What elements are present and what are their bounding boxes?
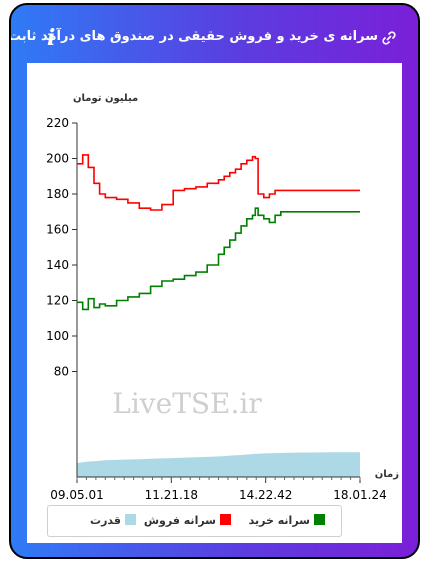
legend-swatch-buy (314, 514, 325, 525)
legend-label-sell: سرانه فروش (143, 514, 216, 527)
legend-item-sell[interactable]: سرانه فروش (144, 514, 231, 527)
info-icon[interactable]: i (47, 25, 56, 51)
y-tick-label: 140 (46, 258, 69, 272)
x-tick-label: 18.01.24 (333, 488, 386, 502)
y-tick-label: 200 (46, 152, 69, 166)
x-axis-label: زمان (375, 469, 399, 480)
y-tick-label: 120 (46, 294, 69, 308)
x-tick-label: 09.05.01 (50, 488, 103, 502)
line-chart: LiveTSE.ir 80 100 120 140 160 180 200 220 میلیون … (46, 93, 399, 502)
x-tick-label: 11.21.18 (145, 488, 198, 502)
legend-swatch-power (125, 514, 136, 525)
series-power-area (77, 452, 360, 477)
legend-label-buy: سرانه خرید (248, 514, 310, 527)
legend-item-buy[interactable]: سرانه خرید (249, 514, 325, 527)
watermark: LiveTSE.ir (112, 387, 262, 420)
series-buy-line (77, 207, 360, 311)
card-header: i سرانه ی خرید و فروش حقیقی در صندوق های… (11, 5, 418, 61)
chart-title: سرانه ی خرید و فروش حقیقی در صندوق های د… (9, 29, 378, 44)
y-tick-label: 80 (54, 365, 69, 379)
legend-label-power: قدرت (90, 514, 121, 527)
y-axis-label: میلیون تومان (73, 93, 138, 104)
chart-card: i سرانه ی خرید و فروش حقیقی در صندوق های… (9, 3, 420, 559)
series-sell-line (77, 154, 360, 211)
chart-panel: LiveTSE.ir 80 100 120 140 160 180 200 220 میلیون … (27, 63, 402, 543)
legend-item-power[interactable]: قدرت (90, 514, 136, 527)
legend: سرانه خرید سرانه فروش قدرت (47, 505, 342, 537)
y-tick-label: 160 (46, 223, 69, 237)
y-tick-label: 220 (46, 116, 69, 130)
link-icon[interactable] (382, 31, 396, 45)
y-tick-label: 100 (46, 329, 69, 343)
legend-swatch-sell (220, 514, 231, 525)
y-tick-label: 180 (46, 187, 69, 201)
x-tick-label: 14.22.42 (239, 488, 292, 502)
